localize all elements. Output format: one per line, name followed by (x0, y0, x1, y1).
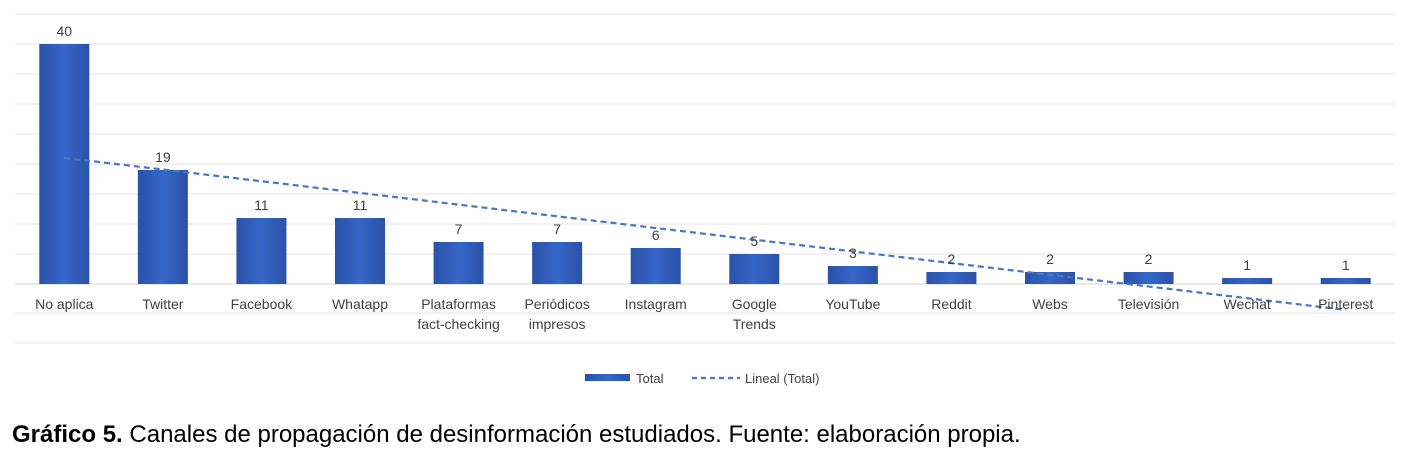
bar (137, 170, 188, 284)
x-tick-label: YouTube (825, 296, 880, 312)
data-label: 5 (750, 233, 758, 249)
bar (1025, 272, 1075, 284)
data-label: 3 (849, 245, 857, 261)
data-label: 1 (1342, 257, 1350, 273)
bar (1123, 272, 1174, 284)
x-tick-label: Plataformas fact-checking (417, 296, 499, 332)
data-label: 2 (1046, 251, 1054, 267)
gridlines (15, 13, 1395, 344)
data-label: 7 (455, 221, 463, 237)
legend: Total Lineal (Total) (585, 371, 819, 386)
x-axis-tick-labels: No aplica Twitter Facebook Whatapp Plataform… (35, 296, 1373, 332)
x-tick-label: Wechat (1224, 296, 1271, 312)
x-tick-label: Pinterest (1318, 296, 1373, 312)
x-tick-label: No aplica (35, 296, 94, 312)
legend-label-trend: Lineal (Total) (745, 371, 819, 386)
caption-label: Gráfico 5. (12, 421, 123, 448)
data-label: 2 (1145, 251, 1153, 267)
bar (630, 248, 681, 284)
data-label: 6 (652, 227, 660, 243)
bar (335, 218, 385, 284)
x-tick-label: Instagram (625, 296, 687, 312)
bar (433, 242, 484, 284)
x-tick-label: Reddit (931, 296, 972, 312)
x-tick-label: Periódicos impresos (524, 296, 589, 332)
x-tick-label: Televisión (1118, 296, 1179, 312)
x-tick-label: Facebook (231, 296, 293, 312)
x-tick-label: Twitter (142, 296, 184, 312)
bar (827, 266, 878, 284)
figure-caption: Gráfico 5. Canales de propagación de des… (12, 421, 1021, 449)
data-label: 19 (155, 149, 171, 165)
trendline-layer (64, 156, 1346, 311)
data-label: 1 (1243, 257, 1251, 273)
x-tick-label: Whatapp (332, 296, 388, 312)
x-tick-label: Webs (1032, 296, 1068, 312)
data-label: 2 (948, 251, 956, 267)
data-label: 40 (56, 23, 72, 39)
caption-text: Canales de propagación de desinformación… (122, 421, 1021, 448)
bar (39, 44, 90, 284)
data-label: 11 (254, 197, 269, 213)
data-label: 7 (553, 221, 561, 237)
bar (926, 272, 977, 284)
bar (729, 254, 780, 284)
legend-label-total: Total (636, 371, 664, 386)
trendline (64, 156, 1346, 311)
data-label: 11 (353, 197, 368, 213)
bars (39, 44, 1371, 284)
bar (236, 218, 287, 284)
bar (1320, 278, 1371, 284)
bar (1222, 278, 1273, 284)
bar (532, 242, 583, 284)
x-tick-label: Google Trends (732, 296, 777, 332)
legend-swatch-total (585, 374, 630, 381)
